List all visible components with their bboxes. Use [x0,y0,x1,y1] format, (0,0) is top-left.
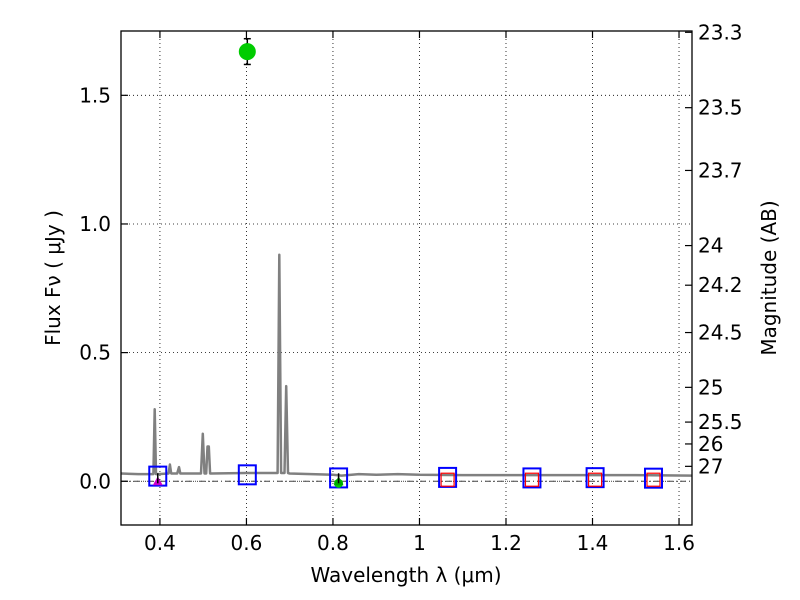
model-photometry-series [148,464,664,489]
plot-frame [120,30,693,526]
y-axis-ticks: 0.0 0.5 1.0 1.5 [79,83,128,493]
magnitude-tick-label: 25 [698,375,723,399]
upper-limit-series [152,473,344,486]
nondetection-band-square [524,472,540,487]
magnitude-tick-label: 25.5 [698,410,743,434]
x-tick-label: 0.8 [317,531,349,555]
y-tick-label: 1.5 [79,83,111,107]
x-axis-label: Wavelength λ (μm) [310,563,501,587]
nondetection-band-square [440,472,455,487]
model-band-square [522,467,542,489]
nondetection-band-square [646,472,661,487]
magnitude-tick-label: 26 [698,432,723,456]
y-axis-label: Flux Fν ( μJy ) [41,210,65,346]
observed-point [238,43,256,61]
model-spectrum-series [120,253,693,477]
x-axis-ticks: 0.4 0.6 0.8 1 1.2 1.4 1.6 [144,31,695,555]
x-tick-label: 0.6 [231,531,263,555]
magnitude-tick-label: 24.5 [698,321,743,345]
magnitude-tick-label: 23.5 [698,96,743,120]
model-spectrum-line [120,253,693,477]
x-tick-label: 1.4 [577,531,609,555]
y-tick-label: 0.5 [79,341,111,365]
magnitude-tick-label: 27 [698,454,723,478]
magnitude-axis-label: Magnitude (AB) [757,200,781,355]
y-tick-label: 1.0 [79,212,111,236]
y-tick-label: 0.0 [79,469,111,493]
magnitude-tick-label: 23.3 [698,20,743,44]
model-band-square [644,467,664,489]
model-band-square [148,465,168,487]
x-tick-label: 1.6 [663,531,695,555]
nondetection-band-square [588,472,603,487]
nondetection-band-series [440,472,661,487]
magnitude-tick-label: 23.7 [698,158,743,182]
model-band-square [585,467,605,489]
model-band-square [438,466,458,488]
observed-photometry-series [238,37,344,488]
x-tick-label: 0.4 [144,531,176,555]
magnitude-tick-label: 24 [698,234,723,258]
x-tick-label: 1.2 [490,531,522,555]
x-tick-label: 1 [413,531,426,555]
model-band-square [237,464,257,486]
magnitude-tick-label: 24.2 [698,273,743,297]
